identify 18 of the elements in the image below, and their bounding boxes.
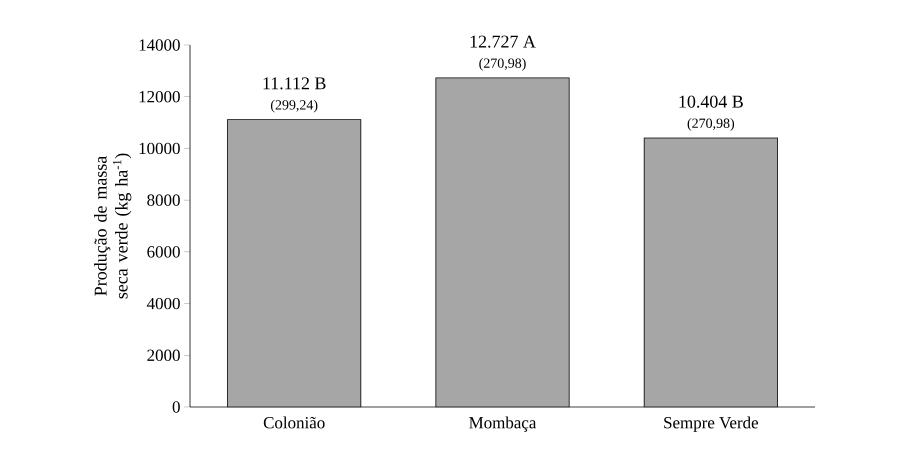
x-tick-label: Mombaça	[469, 416, 536, 432]
x-tick-label: Colonião	[264, 416, 325, 428]
y-tick-label: 10000	[140, 142, 180, 154]
annotation: (299,24)	[270, 100, 318, 112]
x-tick-label: Sempre Verde	[664, 416, 758, 432]
y-tick-label: 2000	[147, 350, 180, 361]
data-label: 12.727 A	[470, 36, 536, 48]
y-tick-label: 4000	[146, 298, 180, 310]
data-label: 10.404 B	[680, 96, 743, 108]
y-tick-label: 6000	[147, 246, 180, 258]
annotation: (270,98)	[479, 58, 526, 71]
y-tick-label: 0	[172, 401, 180, 413]
y-tick-label: 12000	[140, 90, 180, 102]
y-tick-label: 8000	[147, 194, 180, 206]
annotation: (270,98)	[688, 118, 734, 131]
y-axis-title: Produção de massa seca verde (kg ha$^{-1}$)	[94, 154, 132, 298]
y-tick-label: 14000	[140, 39, 180, 51]
data-label: 11.112 B	[264, 77, 326, 90]
